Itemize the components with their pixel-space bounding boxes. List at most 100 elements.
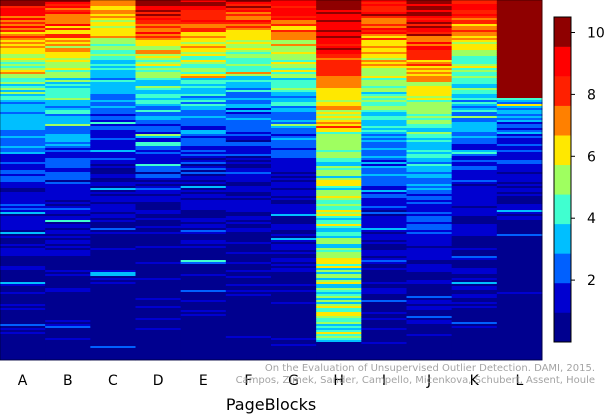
heatmap-cell [45, 338, 91, 341]
heatmap-cell [45, 352, 91, 355]
heatmap-cell [225, 142, 272, 145]
heatmap-cell [496, 80, 543, 83]
heatmap-cell [0, 184, 46, 187]
heatmap-cell [361, 32, 407, 35]
heatmap-cell [271, 254, 317, 257]
heatmap-cell [180, 256, 227, 259]
heatmap-cell [225, 312, 272, 315]
heatmap-cell [271, 268, 317, 271]
heatmap-cell [451, 214, 498, 217]
heatmap-cell [180, 198, 227, 201]
heatmap-cell [271, 124, 317, 127]
heatmap-cell [316, 134, 362, 137]
heatmap-cell [90, 114, 136, 117]
heatmap-cell [135, 134, 182, 137]
heatmap-cell [316, 124, 362, 127]
heatmap-cell [0, 296, 46, 299]
heatmap-cell [180, 114, 227, 117]
x-tick-label: A [18, 373, 28, 389]
heatmap-cell [45, 288, 91, 291]
heatmap-cell [316, 36, 362, 39]
heatmap-cell [451, 318, 498, 321]
heatmap-cell [180, 102, 227, 105]
heatmap-cell [135, 250, 182, 253]
heatmap-cell [45, 174, 91, 177]
heatmap-cell [90, 322, 136, 325]
heatmap-cell [90, 98, 136, 101]
heatmap-cell [406, 260, 453, 263]
heatmap-cell [90, 112, 136, 115]
heatmap-cell [406, 296, 453, 299]
heatmap-cell [316, 210, 362, 213]
heatmap-cell [406, 278, 453, 281]
heatmap-cell [361, 326, 407, 329]
heatmap-cell [451, 224, 498, 227]
heatmap-cell [451, 16, 498, 19]
heatmap-cell [451, 48, 498, 51]
heatmap-cell [271, 100, 317, 103]
heatmap-cell [180, 220, 227, 223]
heatmap-cell [451, 288, 498, 291]
heatmap-cell [90, 120, 136, 123]
heatmap-cell [496, 174, 543, 177]
heatmap-cell [361, 130, 407, 133]
heatmap-cell [180, 266, 227, 269]
heatmap-cell [0, 100, 46, 103]
heatmap-cell [45, 200, 91, 203]
heatmap-cell [135, 106, 182, 109]
heatmap-cell [225, 196, 272, 199]
heatmap-cell [316, 110, 362, 113]
heatmap-cell [451, 286, 498, 289]
heatmap-cell [361, 68, 407, 71]
heatmap-cell [316, 252, 362, 255]
heatmap-cell [45, 180, 91, 183]
heatmap-cell [361, 344, 407, 347]
heatmap-cell [0, 96, 46, 99]
heatmap-cell [0, 90, 46, 93]
heatmap-cell [271, 62, 317, 65]
heatmap-cell [0, 336, 46, 339]
heatmap-cell [406, 162, 453, 165]
heatmap-cell [316, 40, 362, 43]
heatmap-cell [180, 146, 227, 149]
heatmap-cell [45, 36, 91, 39]
heatmap-cell [225, 228, 272, 231]
heatmap-cell [361, 330, 407, 333]
heatmap-cell [135, 16, 182, 19]
heatmap-cell [406, 232, 453, 235]
heatmap-cell [135, 308, 182, 311]
heatmap-cell [361, 54, 407, 57]
heatmap-cell [451, 138, 498, 141]
heatmap-cell [0, 82, 46, 85]
heatmap-cell [45, 264, 91, 267]
heatmap-cell [45, 4, 91, 7]
heatmap-cell [0, 18, 46, 21]
heatmap-cell [135, 282, 182, 285]
heatmap-cell [406, 110, 453, 113]
heatmap-cell [45, 166, 91, 169]
heatmap-cell [361, 66, 407, 69]
heatmap-cell [90, 118, 136, 121]
heatmap-cell [271, 160, 317, 163]
heatmap-cell [271, 98, 317, 101]
heatmap-cell [271, 288, 317, 291]
heatmap-cell [90, 16, 136, 19]
heatmap-cell [451, 342, 498, 345]
heatmap-cell [0, 2, 46, 5]
heatmap-cell [496, 46, 543, 49]
heatmap-cell [225, 260, 272, 263]
heatmap-cell [90, 282, 136, 285]
heatmap-cell [271, 118, 317, 121]
x-tick-label: L [515, 373, 523, 389]
heatmap-cell [0, 54, 46, 57]
x-tick-label: B [63, 373, 73, 389]
heatmap-cell [271, 40, 317, 43]
heatmap-cell [496, 2, 543, 5]
heatmap-cell [316, 102, 362, 105]
heatmap-cell [225, 254, 272, 257]
heatmap-cell [496, 246, 543, 249]
heatmap-cell [90, 240, 136, 243]
heatmap-cell [225, 120, 272, 123]
heatmap-cell [271, 114, 317, 117]
heatmap-cell [135, 254, 182, 257]
